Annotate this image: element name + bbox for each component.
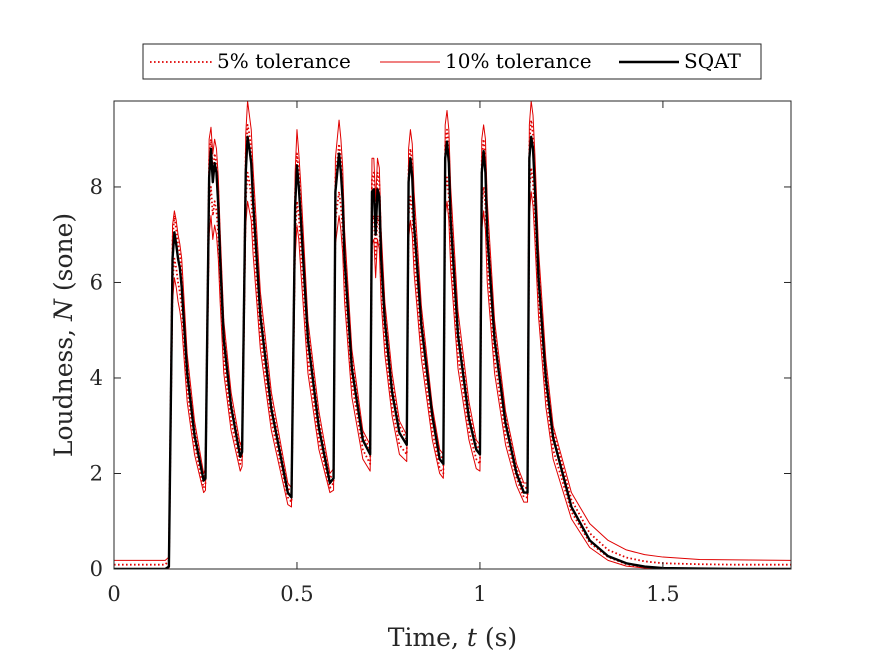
series-5-tolerance-lower: [114, 166, 791, 569]
y-tick-label: 2: [90, 461, 103, 485]
y-tick-label: 6: [90, 270, 103, 294]
legend-label-5-tolerance: 5% tolerance: [217, 49, 351, 73]
x-tick-label: 1: [473, 582, 486, 606]
y-tick-label: 0: [90, 557, 103, 581]
y-tick-label: 4: [90, 366, 103, 390]
series-5-tolerance-upper: [114, 119, 791, 566]
axis-layer: 0 0.5 1 1.5 0 2 4 6 8 Time, t (s) Loudness, N (son…: [49, 101, 791, 652]
series-10-tolerance-lower: [114, 191, 791, 569]
x-axis-label: Time, t (s): [388, 623, 517, 652]
y-axis-label: Loudness, N (sone): [49, 213, 78, 457]
plot-frame: [113, 100, 792, 570]
series-layer: [114, 101, 791, 569]
x-tick-label: 0.5: [280, 582, 313, 606]
legend-label-sqat: SQAT: [684, 49, 741, 73]
series-10-tolerance-upper: [114, 101, 791, 561]
x-tick-label: 1.5: [646, 582, 679, 606]
legend-label-10-tolerance: 10% tolerance: [445, 49, 592, 73]
x-tick-label: 0: [107, 582, 120, 606]
series-sqat-line: [114, 135, 791, 569]
plot-area: [114, 101, 791, 569]
y-tick-label: 8: [90, 175, 103, 199]
legend: 5% tolerance 10% tolerance SQAT: [142, 43, 762, 80]
